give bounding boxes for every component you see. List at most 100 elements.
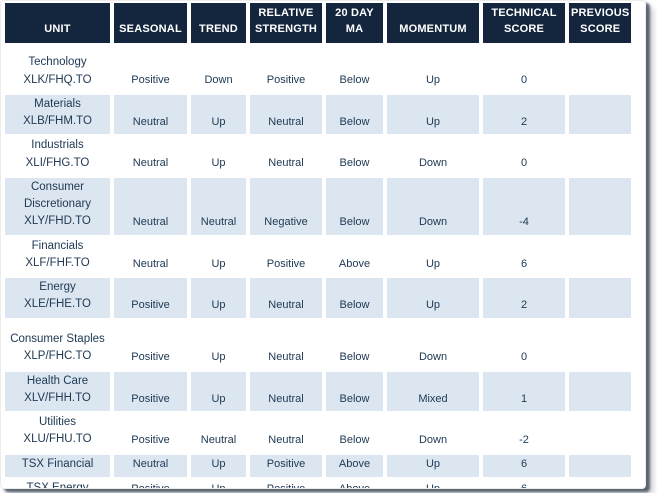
table-row: Industrials XLI/FHG.TO Neutral Up Neutra… xyxy=(5,136,632,176)
cell-20day-ma: Above xyxy=(326,454,383,477)
cell-technical-score: 0 xyxy=(483,136,565,176)
cell-previous-score xyxy=(569,94,632,135)
cell-20day-ma: Below xyxy=(326,319,383,370)
cell-20day-ma: Below xyxy=(326,413,383,453)
cell-relative-strength: Positive xyxy=(250,236,322,277)
cell-seasonal: Positive xyxy=(114,44,187,93)
cell-trend: Up xyxy=(191,236,246,277)
cell-trend: Up xyxy=(191,454,246,477)
cell-unit: TSX Financial xyxy=(5,454,110,477)
cell-unit: Utilities XLU/FHU.TO xyxy=(5,413,110,453)
table-row: Technology XLK/FHQ.TO Positive Down Posi… xyxy=(5,44,632,93)
cell-previous-score xyxy=(569,44,632,93)
cell-momentum: Down xyxy=(387,136,479,176)
cell-momentum: Up xyxy=(387,236,479,277)
col-header-technical-score: TECHNICAL SCORE xyxy=(483,3,565,43)
cell-unit: Materials XLB/FHM.TO xyxy=(5,94,110,135)
cell-20day-ma: Below xyxy=(326,371,383,412)
cell-previous-score xyxy=(569,236,632,277)
cell-unit: TSX Energy xyxy=(5,478,110,488)
cell-20day-ma: Below xyxy=(326,136,383,176)
cell-unit: Technology XLK/FHQ.TO xyxy=(5,44,110,93)
cell-relative-strength: Positive xyxy=(250,478,322,488)
table-row: TSX Energy Positive Up Positive Above Up… xyxy=(5,478,632,488)
cell-previous-score xyxy=(569,319,632,370)
table-body: Technology XLK/FHQ.TO Positive Down Posi… xyxy=(5,44,632,488)
col-header-trend: TREND xyxy=(191,3,246,43)
cell-relative-strength: Neutral xyxy=(250,371,322,412)
table-row: Energy XLE/FHE.TO Positive Up Neutral Be… xyxy=(5,278,632,318)
cell-unit: Energy XLE/FHE.TO xyxy=(5,278,110,318)
cell-seasonal: Neutral xyxy=(114,94,187,135)
cell-relative-strength: Neutral xyxy=(250,413,322,453)
cell-momentum: Down xyxy=(387,413,479,453)
cell-momentum: Up xyxy=(387,478,479,488)
technical-score-table: UNIT SEASONAL TREND RELATIVE STRENGTH 20… xyxy=(1,1,635,488)
col-header-momentum: MOMENTUM xyxy=(387,3,479,43)
cell-unit: Consumer Discretionary XLY/FHD.TO xyxy=(5,177,110,235)
cell-trend: Up xyxy=(191,319,246,370)
cell-20day-ma: Below xyxy=(326,278,383,318)
cell-seasonal: Neutral xyxy=(114,136,187,176)
table-row: TSX Financial Neutral Up Positive Above … xyxy=(5,454,632,477)
cell-trend: Up xyxy=(191,136,246,176)
cell-unit: Financials XLF/FHF.TO xyxy=(5,236,110,277)
table-row: Utilities XLU/FHU.TO Positive Neutral Ne… xyxy=(5,413,632,453)
cell-previous-score xyxy=(569,454,632,477)
cell-relative-strength: Negative xyxy=(250,177,322,235)
cell-technical-score: -2 xyxy=(483,413,565,453)
cell-trend: Up xyxy=(191,478,246,488)
col-header-20day-ma: 20 DAY MA xyxy=(326,3,383,43)
cell-previous-score xyxy=(569,478,632,488)
cell-trend: Up xyxy=(191,371,246,412)
cell-momentum: Down xyxy=(387,177,479,235)
cell-trend: Up xyxy=(191,94,246,135)
cell-momentum: Up xyxy=(387,44,479,93)
cell-technical-score: -4 xyxy=(483,177,565,235)
cell-trend: Down xyxy=(191,44,246,93)
col-header-relative-strength: RELATIVE STRENGTH xyxy=(250,3,322,43)
cell-relative-strength: Positive xyxy=(250,44,322,93)
table-frame: UNIT SEASONAL TREND RELATIVE STRENGTH 20… xyxy=(0,0,646,489)
cell-20day-ma: Below xyxy=(326,177,383,235)
cell-unit: Health Care XLV/FHH.TO xyxy=(5,371,110,412)
cell-20day-ma: Above xyxy=(326,236,383,277)
table-row: Financials XLF/FHF.TO Neutral Up Positiv… xyxy=(5,236,632,277)
cell-seasonal: Positive xyxy=(114,278,187,318)
cell-momentum: Mixed xyxy=(387,371,479,412)
cell-previous-score xyxy=(569,136,632,176)
cell-momentum: Up xyxy=(387,454,479,477)
cell-relative-strength: Neutral xyxy=(250,278,322,318)
cell-technical-score: 6 xyxy=(483,454,565,477)
table-row: Health Care XLV/FHH.TO Positive Up Neutr… xyxy=(5,371,632,412)
cell-trend: Up xyxy=(191,278,246,318)
cell-trend: Neutral xyxy=(191,413,246,453)
cell-relative-strength: Neutral xyxy=(250,136,322,176)
cell-momentum: Up xyxy=(387,94,479,135)
cell-20day-ma: Above xyxy=(326,478,383,488)
cell-technical-score: 0 xyxy=(483,319,565,370)
col-header-previous-score: PREVIOUS SCORE xyxy=(569,3,632,43)
cell-technical-score: 2 xyxy=(483,278,565,318)
table-row: Materials XLB/FHM.TO Neutral Up Neutral … xyxy=(5,94,632,135)
col-header-seasonal: SEASONAL xyxy=(114,3,187,43)
cell-unit: Consumer Staples XLP/FHC.TO xyxy=(5,319,110,370)
cell-momentum: Up xyxy=(387,278,479,318)
cell-technical-score: 2 xyxy=(483,94,565,135)
table-header: UNIT SEASONAL TREND RELATIVE STRENGTH 20… xyxy=(5,3,632,43)
cell-seasonal: Positive xyxy=(114,371,187,412)
cell-relative-strength: Neutral xyxy=(250,94,322,135)
cell-seasonal: Neutral xyxy=(114,454,187,477)
cell-seasonal: Positive xyxy=(114,319,187,370)
cell-technical-score: 1 xyxy=(483,371,565,412)
cell-seasonal: Positive xyxy=(114,478,187,488)
cell-relative-strength: Positive xyxy=(250,454,322,477)
cell-seasonal: Neutral xyxy=(114,236,187,277)
cell-previous-score xyxy=(569,413,632,453)
col-header-unit: UNIT xyxy=(5,3,110,43)
cell-seasonal: Neutral xyxy=(114,177,187,235)
cell-trend: Neutral xyxy=(191,177,246,235)
cell-unit: Industrials XLI/FHG.TO xyxy=(5,136,110,176)
cell-previous-score xyxy=(569,177,632,235)
cell-technical-score: 6 xyxy=(483,236,565,277)
